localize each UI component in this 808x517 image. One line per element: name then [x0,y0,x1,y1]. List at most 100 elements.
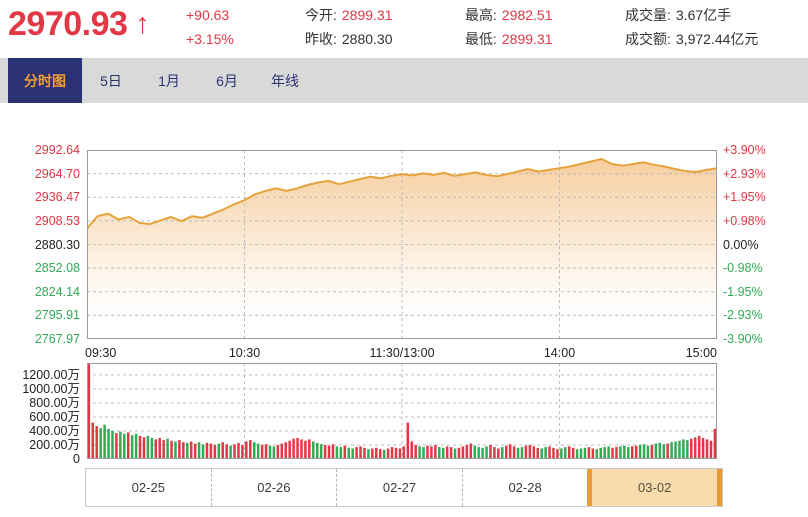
x-axis-label: 15:00 [685,346,717,360]
volume-bar [603,447,606,459]
volume-bar [315,442,319,459]
volume-bar [501,447,504,459]
tab-1month[interactable]: 1月 [158,72,180,89]
y-axis-price-label: 2992.64 [34,143,80,157]
stat-value: 2880.30 [341,31,393,47]
volume-axis-label: 0 [73,452,80,466]
y-axis-percent-label: +2.93% [723,166,766,181]
volume-bar [469,443,473,459]
volume-bar [658,442,662,459]
date-tab-02-25[interactable]: 02-25 [131,480,165,495]
volume-bar [217,443,221,459]
y-axis-price-label: 2767.97 [34,332,80,346]
stat-row: 最低: 2899.31 [465,31,553,47]
y-axis-percent-label: +3.90% [723,143,766,157]
volume-bar [520,447,524,459]
volume-bar [115,433,118,459]
volume-bar [276,444,280,459]
y-axis-price-label: 2795.91 [34,308,80,323]
volume-bar [359,446,362,459]
date-tab-02-28[interactable]: 02-28 [461,469,588,506]
x-axis-label: 10:30 [228,346,261,360]
volume-bar [508,444,512,459]
volume-bar [87,363,91,459]
volume-bar [378,449,382,459]
volume-bar [634,445,638,459]
volume-bar [630,446,634,459]
tab-6month[interactable]: 6月 [216,72,238,89]
volume-bar [386,448,390,459]
volume-bar [575,449,579,459]
volume-bar [256,443,260,459]
volume-bar [564,447,567,459]
volume-bar [697,435,701,459]
price-chart[interactable] [87,150,717,339]
volume-bar [713,428,717,459]
stats-volume-turnover: 成交量: 3.67亿手 成交额: 3,972.44亿元 [625,7,758,55]
volume-bar [355,447,358,459]
volume-bar [489,444,492,459]
volume-bar [170,440,173,459]
volume-bar [260,444,264,459]
tab-yearline[interactable]: 年线 [271,72,299,89]
volume-bar [142,437,146,459]
volume-bar [583,447,587,459]
volume-bar [705,439,709,459]
volume-bar [229,445,232,459]
price-chart-svg [87,150,717,339]
volume-bar [579,448,583,459]
volume-bar [343,445,347,459]
volume-bar [233,444,236,459]
volume-bar [193,443,197,459]
up-arrow-icon: ↑ [135,8,150,40]
volume-bar [186,442,189,459]
stat-value: 2982.51 [501,7,553,23]
volume-bar [363,447,366,459]
volume-bar [666,443,669,459]
volume-axis-label: 600.00万 [29,409,80,424]
current-price: 2970.93 [8,5,128,43]
volume-bar [225,444,228,459]
volume-bar [249,440,252,459]
volume-bar [642,444,646,459]
date-tab-03-02[interactable]: 03-02 [587,469,722,506]
price-change-percent: +3.15% [186,31,234,47]
tab-5day[interactable]: 5日 [100,72,122,89]
stat-value: 3,972.44亿元 [675,31,759,47]
volume-bar [414,444,417,459]
volume-bar [304,440,307,459]
volume-bar [268,445,272,459]
volume-chart[interactable] [87,363,717,459]
change-block: +90.63 +3.15% [186,7,234,55]
volume-bar [126,432,130,459]
date-tab-02-27[interactable]: 02-27 [336,469,462,506]
date-tab-02-26[interactable]: 02-26 [210,469,337,506]
date-selector: 02-25 02-26 02-27 02-28 03-02 [85,468,723,507]
volume-bar [524,445,528,459]
volume-bar [682,439,685,459]
y-axis-percent-label: +0.98% [723,213,766,228]
y-axis-price-label: 2936.47 [34,190,80,205]
volume-bar [119,431,122,459]
volume-bar [103,424,106,459]
volume-bar [544,447,547,459]
volume-bar [292,438,295,459]
volume-bar [331,444,335,459]
volume-bar [426,445,429,459]
volume-bar [327,445,331,459]
volume-bar [351,448,354,459]
volume-bar [138,435,142,459]
volume-bar [571,447,575,459]
volume-bar [174,441,177,459]
volume-bar [402,446,406,459]
volume-bar [398,448,402,459]
volume-bar [552,447,555,459]
tab-intraday[interactable]: 分时图 [8,58,82,103]
volume-bar [158,437,161,459]
volume-bar [646,445,650,459]
y-axis-percent-label: 0.00% [723,237,759,252]
price-change: +90.63 [186,7,230,23]
volume-bar [371,448,374,459]
volume-bar [394,447,398,459]
